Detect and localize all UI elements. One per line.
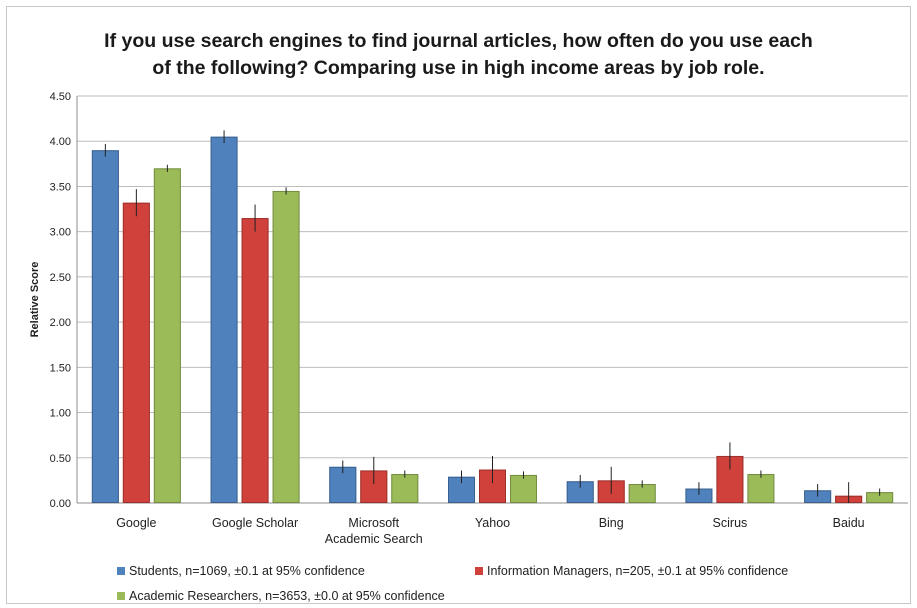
legend-label-information-managers: Information Managers, n=205, ±0.1 at 95%… <box>487 564 789 578</box>
x-category-label: Academic Search <box>325 532 423 546</box>
legend-item-information-managers: Information Managers, n=205, ±0.1 at 95%… <box>475 564 788 578</box>
y-tick-label: 0.00 <box>50 498 71 510</box>
bar <box>685 488 713 503</box>
bar <box>510 474 537 503</box>
bar <box>210 136 238 503</box>
x-category-label: Google <box>116 516 156 530</box>
legend-swatch-students <box>117 567 125 575</box>
bar <box>566 481 594 503</box>
bar <box>391 474 419 503</box>
y-tick-label: 1.50 <box>50 362 71 374</box>
y-tick-label: 2.00 <box>50 317 71 329</box>
bar <box>628 484 656 503</box>
bar <box>747 474 775 503</box>
bar <box>91 150 119 503</box>
y-tick-label: 3.50 <box>50 181 71 193</box>
y-tick-label: 1.00 <box>50 408 71 420</box>
chart-title-line-1: If you use search engines to find journa… <box>104 30 813 52</box>
legend-item-academic-researchers: Academic Researchers, n=3653, ±0.0 at 95… <box>117 589 445 603</box>
legend-label-academic-researchers: Academic Researchers, n=3653, ±0.0 at 95… <box>129 589 445 603</box>
legend-label-students: Students, n=1069, ±0.1 at 95% confidence <box>129 564 365 578</box>
x-category-label: Scirus <box>713 516 748 530</box>
x-category-label: Bing <box>599 516 624 530</box>
x-category-label: Yahoo <box>475 516 510 530</box>
bar <box>272 190 300 503</box>
legend-swatch-academic-researchers <box>117 592 125 600</box>
bar <box>866 492 894 503</box>
bar <box>153 168 181 503</box>
x-category-label: Google Scholar <box>212 516 298 530</box>
y-tick-label: 3.00 <box>50 227 71 239</box>
x-category-label: Microsoft <box>348 516 399 530</box>
chart-title-line-2: of the following? Comparing use in high … <box>152 57 765 79</box>
y-tick-label: 4.00 <box>50 136 71 148</box>
y-tick-label: 0.50 <box>50 453 71 465</box>
y-tick-label: 4.50 <box>50 91 71 103</box>
bar <box>122 202 150 504</box>
y-axis-label: Relative Score <box>29 262 41 338</box>
y-tick-label: 2.50 <box>50 272 71 284</box>
legend-item-students: Students, n=1069, ±0.1 at 95% confidence <box>117 564 365 578</box>
chart-title: If you use search engines to find journa… <box>0 28 917 82</box>
bar <box>241 218 269 503</box>
x-category-label: Baidu <box>833 516 865 530</box>
legend-swatch-information-managers <box>475 567 483 575</box>
